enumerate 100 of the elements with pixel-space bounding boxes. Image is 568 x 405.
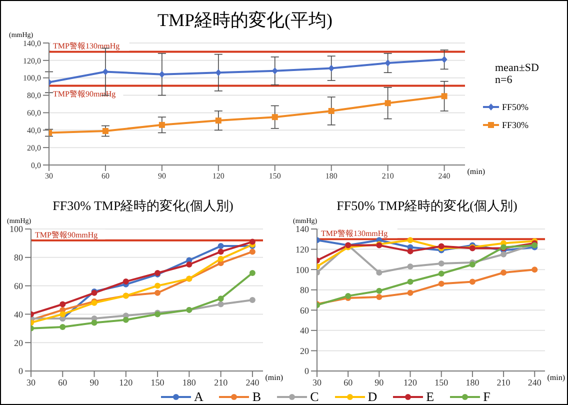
legend-label: FF50% — [502, 102, 529, 112]
x-tick-label: 60 — [58, 377, 68, 388]
y-tick-label: 120 — [296, 244, 310, 254]
legend-label: A — [194, 389, 204, 405]
chart-title: TMP経時的変化(平均) — [158, 10, 332, 30]
point — [249, 248, 256, 255]
chart-title: FF30% TMP経時的変化(個人別) — [52, 198, 234, 213]
point — [469, 262, 476, 268]
point — [158, 70, 165, 78]
x-tick-label: 120 — [119, 377, 134, 388]
ref-line-label: TMP警報90mmHg — [35, 230, 98, 240]
point — [407, 248, 414, 254]
x-tick-label: 180 — [325, 172, 338, 181]
y-tick-label: 80 — [14, 252, 24, 263]
x-tick-label: 210 — [496, 377, 511, 388]
y-tick-label: 120,0 — [23, 56, 41, 66]
chart-title: FF50% TMP経時的変化(個人別) — [336, 198, 518, 213]
y-tick-label: 0 — [304, 366, 310, 376]
legend-label: FF30% — [502, 120, 529, 130]
point — [407, 278, 414, 285]
x-tick-label: 30 — [26, 377, 36, 388]
point — [218, 248, 224, 255]
point — [218, 243, 224, 250]
legend-label: D — [368, 389, 378, 405]
y-tick-label: 40 — [14, 309, 24, 320]
point — [438, 260, 444, 266]
x-tick-label: 120 — [404, 377, 418, 388]
point — [218, 296, 224, 302]
point — [218, 256, 224, 262]
ref-line-label: TMP警報130mmHg — [53, 42, 120, 51]
x-tick-label: 240 — [528, 377, 542, 388]
point — [532, 266, 538, 273]
x-tick-label: 30 — [312, 377, 322, 388]
ref-line-label: TMP警報130mmHg — [321, 229, 388, 238]
point — [91, 320, 98, 326]
point — [122, 278, 129, 285]
x-tick-label: 30 — [45, 172, 53, 181]
ref-line-label: TMP警報90mmHg — [53, 90, 116, 99]
point — [376, 288, 382, 294]
point — [249, 238, 256, 245]
point — [249, 297, 256, 303]
y-tick-label: 40,0 — [27, 126, 41, 135]
y-tick-label: 100 — [296, 264, 310, 275]
point — [407, 264, 414, 270]
y-tick-label: 0 — [18, 366, 24, 376]
point — [328, 64, 334, 72]
point — [441, 93, 448, 100]
y-tick-label: 100,0 — [23, 74, 41, 83]
x-tick-label: 210 — [214, 377, 228, 388]
point — [376, 270, 382, 276]
y-tick-label: 80,0 — [27, 91, 41, 100]
x-axis-title: (min) — [547, 373, 565, 382]
y-tick-label: 0,0 — [31, 160, 41, 170]
point — [122, 316, 129, 323]
y-tick-label: 60,0 — [27, 108, 41, 118]
point — [158, 122, 165, 128]
x-tick-label: 90 — [90, 377, 100, 388]
point — [384, 60, 391, 67]
point — [384, 100, 391, 106]
x-tick-label: 60 — [344, 377, 354, 388]
text: mean±SD — [495, 62, 539, 74]
point — [500, 270, 507, 276]
x-tick-label: 150 — [150, 377, 165, 388]
x-tick-label: 60 — [101, 172, 110, 181]
point — [154, 290, 161, 296]
legend-label: B — [252, 389, 262, 405]
x-tick-label: 180 — [182, 377, 196, 388]
point — [154, 282, 161, 289]
point — [407, 290, 414, 296]
point — [328, 108, 334, 114]
y-tick-label: 140 — [296, 224, 310, 234]
text: n=6 — [495, 74, 514, 86]
x-tick-label: 150 — [268, 172, 281, 181]
point — [60, 301, 66, 308]
point — [60, 324, 66, 330]
y-tick-label: 60 — [300, 305, 310, 316]
x-axis-title: (min) — [467, 167, 485, 176]
point — [102, 128, 108, 134]
point — [272, 67, 278, 74]
x-tick-label: 90 — [374, 377, 384, 388]
point — [102, 68, 108, 76]
point — [215, 69, 222, 76]
y-tick-label: 60 — [14, 280, 24, 291]
y-tick-label: 20 — [14, 338, 24, 348]
point — [469, 278, 476, 285]
point — [215, 118, 222, 124]
point — [218, 301, 224, 308]
point — [500, 251, 507, 258]
x-axis-title: (min) — [265, 373, 283, 382]
y-tick-label: 20,0 — [27, 143, 41, 152]
y-tick-label: 100 — [10, 224, 24, 234]
y-tick-label: 140,0 — [23, 38, 41, 48]
point — [376, 294, 382, 300]
point — [249, 270, 256, 276]
point — [407, 237, 414, 244]
x-tick-label: 120 — [212, 172, 224, 181]
point — [60, 311, 66, 318]
legend-label: F — [483, 389, 490, 405]
y-tick-label: 40 — [300, 326, 310, 336]
point — [186, 262, 192, 268]
